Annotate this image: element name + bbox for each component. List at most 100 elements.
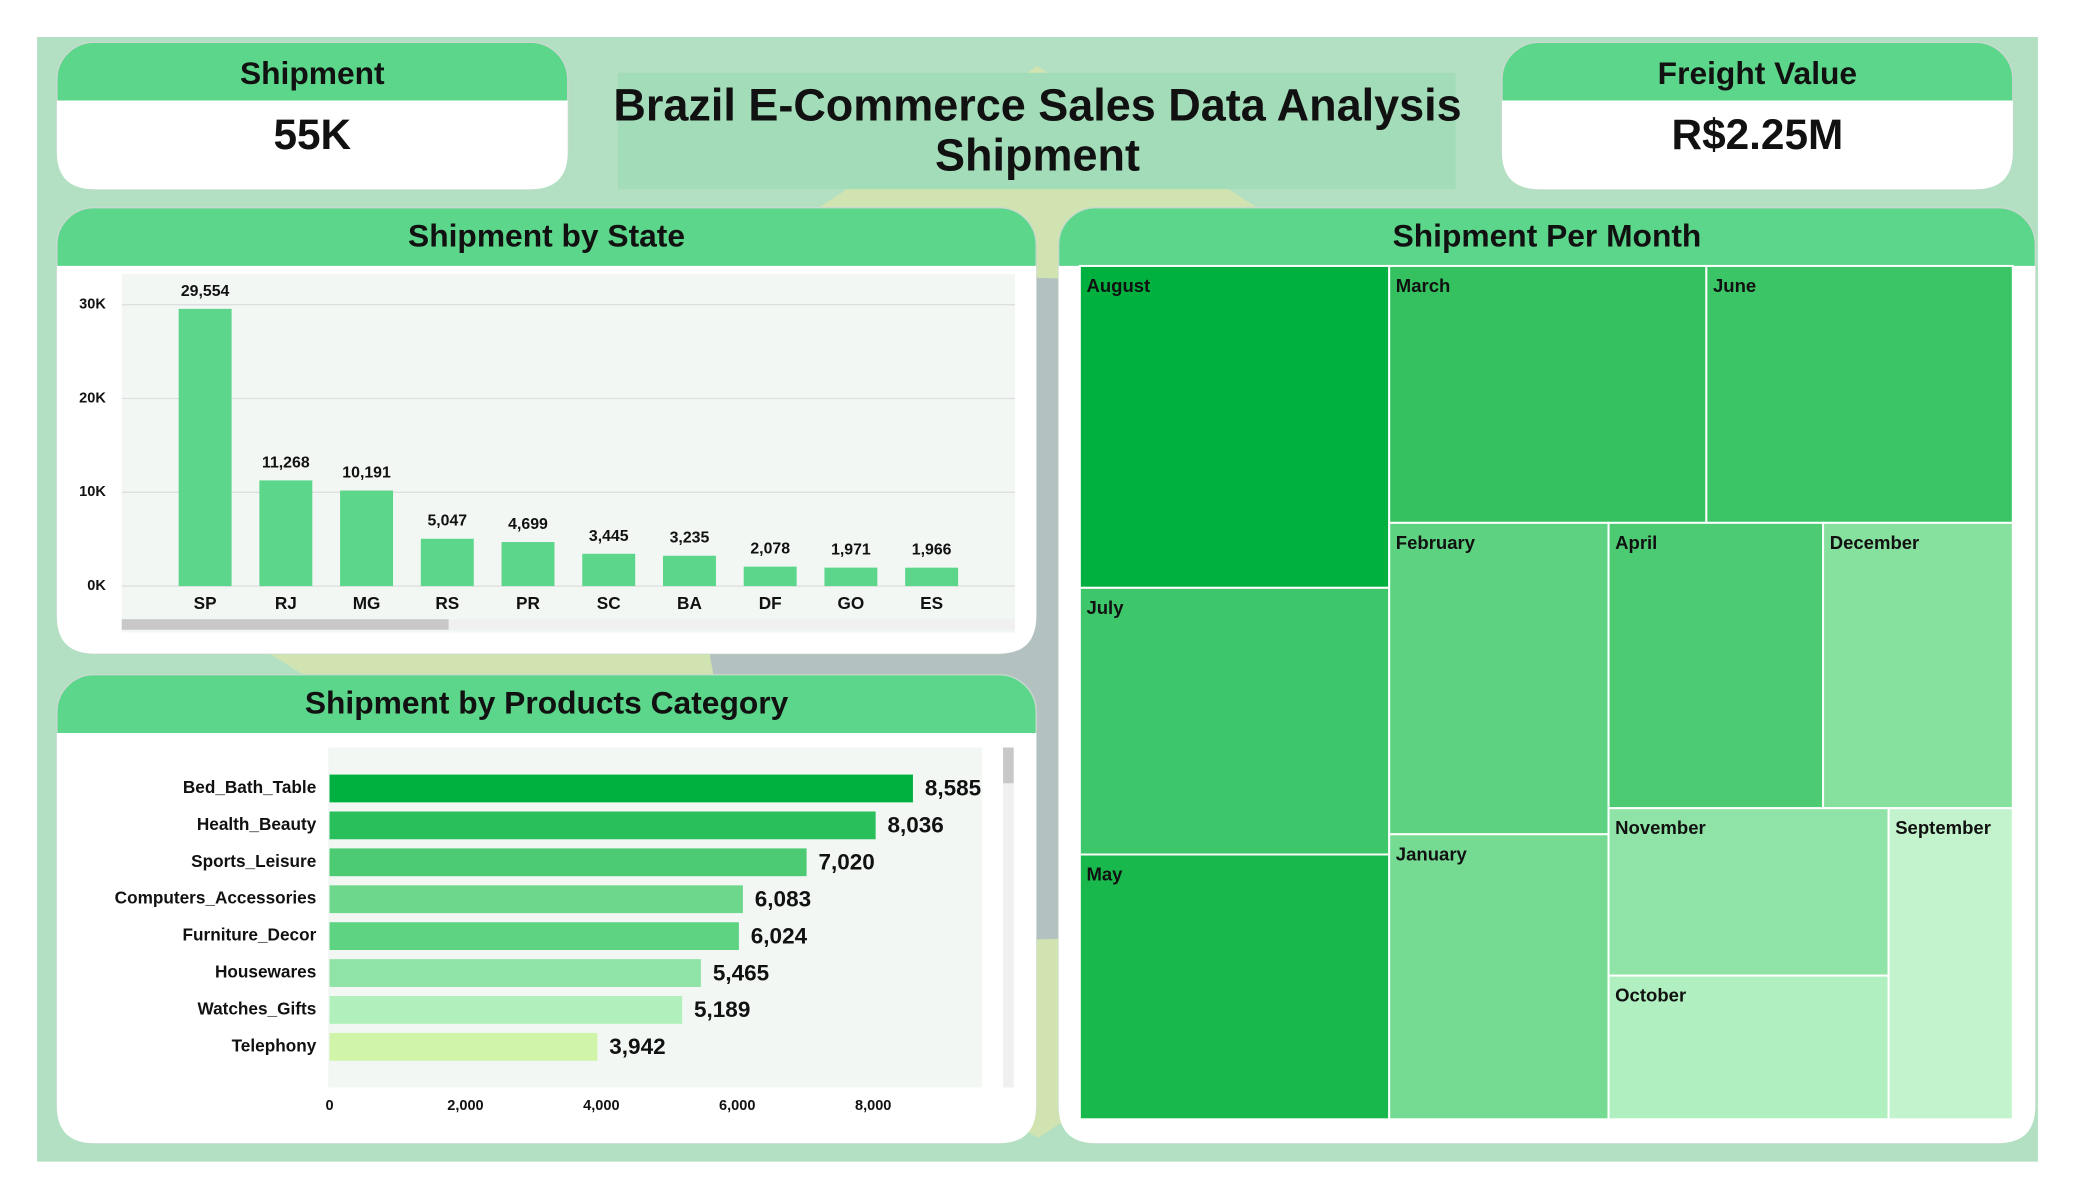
treemap-tile: [1388, 264, 1708, 524]
value-label: 11,268: [262, 454, 310, 471]
y-tick-label: Bed_Bath_Table: [183, 777, 316, 797]
value-label: 7,020: [818, 850, 874, 875]
kpi-value: 55K: [273, 111, 351, 158]
y-tick-label: Housewares: [215, 962, 316, 982]
value-label: 29,554: [181, 283, 230, 300]
tile-label: March: [1396, 275, 1451, 296]
bar: [329, 959, 701, 987]
value-label: 1,966: [912, 542, 952, 559]
value-label: 4,699: [508, 516, 548, 533]
treemap-tile: [1705, 264, 2014, 524]
bar: [743, 566, 797, 587]
x-tick-label: BA: [677, 593, 702, 613]
bar: [329, 1032, 598, 1061]
value-label: 3,942: [609, 1034, 665, 1059]
bar: [329, 885, 743, 914]
scrollbar: [121, 619, 1016, 630]
y-tick-label: Sports_Leisure: [191, 851, 316, 871]
y-tick-label: 30K: [79, 297, 106, 313]
value-label: 5,465: [713, 960, 769, 985]
y-tick-label: Computers_Accessories: [115, 888, 317, 908]
x-tick-label: ES: [920, 593, 943, 613]
x-tick-label: PR: [516, 593, 540, 613]
bar: [329, 996, 683, 1024]
bar: [329, 848, 807, 877]
y-tick-label: Telephony: [232, 1035, 317, 1055]
bar: [905, 567, 959, 587]
value-label: 10,191: [342, 464, 391, 481]
plot-background: [328, 747, 982, 1088]
tile-label: September: [1895, 817, 1991, 838]
scrollbar-thumb: [1003, 747, 1014, 784]
tile-label: November: [1615, 817, 1706, 838]
tile-label: April: [1615, 532, 1657, 553]
bar: [259, 480, 313, 587]
treemap-tile: [1822, 521, 2014, 810]
value-label: 2,078: [750, 541, 790, 558]
tile-label: July: [1086, 597, 1124, 618]
tile-label: June: [1713, 275, 1756, 296]
x-tick-label: DF: [759, 593, 782, 613]
chart-title: Shipment by Products Category: [305, 685, 789, 721]
x-tick-label: 2,000: [447, 1098, 483, 1114]
tile-label: December: [1830, 532, 1920, 553]
treemap-tile: [1388, 521, 1610, 836]
treemap-tile: [1607, 521, 1825, 810]
value-label: 8,036: [888, 813, 944, 838]
value-label: 8,585: [925, 776, 981, 801]
scrollbar-thumb: [121, 619, 449, 630]
y-tick-label: Watches_Gifts: [197, 998, 316, 1018]
y-tick-label: Furniture_Decor: [183, 925, 317, 945]
treemap-tile: [1078, 853, 1391, 1121]
y-tick-label: 20K: [79, 390, 106, 406]
value-label: 1,971: [831, 542, 871, 559]
bar: [178, 308, 232, 587]
title: Shipment: [935, 130, 1140, 181]
kpi-card-body: [1501, 100, 2013, 190]
x-tick-label: 8,000: [855, 1098, 891, 1114]
x-tick-label: 6,000: [719, 1098, 755, 1114]
x-tick-label: RS: [435, 593, 459, 613]
x-tick-label: SP: [194, 593, 217, 613]
bar: [340, 490, 394, 587]
bar: [662, 555, 716, 587]
y-tick-label: Health_Beauty: [197, 814, 317, 834]
x-tick-label: RJ: [275, 593, 297, 613]
kpi-label: Freight Value: [1658, 55, 1857, 91]
value-label: 5,047: [427, 513, 467, 530]
x-tick-label: GO: [838, 593, 865, 613]
x-tick-label: SC: [597, 593, 621, 613]
value-label: 3,235: [670, 530, 710, 547]
title: Brazil E-Commerce Sales Data Analysis: [613, 79, 1461, 130]
y-tick-label: 10K: [79, 484, 106, 500]
value-label: 3,445: [589, 528, 629, 545]
kpi-label: Shipment: [240, 55, 385, 91]
scrollbar: [1003, 747, 1014, 1088]
plot-background: [121, 273, 1016, 633]
value-label: 6,083: [755, 886, 811, 911]
chart-title: Shipment by State: [408, 218, 685, 254]
kpi-value: R$2.25M: [1672, 111, 1844, 158]
x-tick-label: MG: [353, 593, 381, 613]
x-tick-label: 4,000: [583, 1098, 619, 1114]
tile-label: May: [1086, 864, 1123, 885]
bar: [329, 811, 876, 840]
bar: [329, 774, 913, 803]
tile-label: October: [1615, 985, 1686, 1006]
tile-label: August: [1086, 275, 1150, 296]
chart-title: Shipment Per Month: [1393, 218, 1702, 254]
treemap-tile: [1078, 586, 1391, 856]
treemap-tile: [1078, 264, 1391, 589]
x-tick-label: 0: [325, 1098, 333, 1114]
tile-label: February: [1396, 532, 1476, 553]
treemap-tile: [1607, 807, 1890, 977]
y-tick-label: 0K: [87, 578, 106, 594]
value-label: 6,024: [751, 923, 808, 948]
title-box: [618, 72, 1456, 190]
bar: [582, 553, 636, 587]
value-label: 5,189: [694, 997, 750, 1022]
treemap-tile: [1887, 807, 2014, 1121]
bar: [501, 542, 555, 587]
